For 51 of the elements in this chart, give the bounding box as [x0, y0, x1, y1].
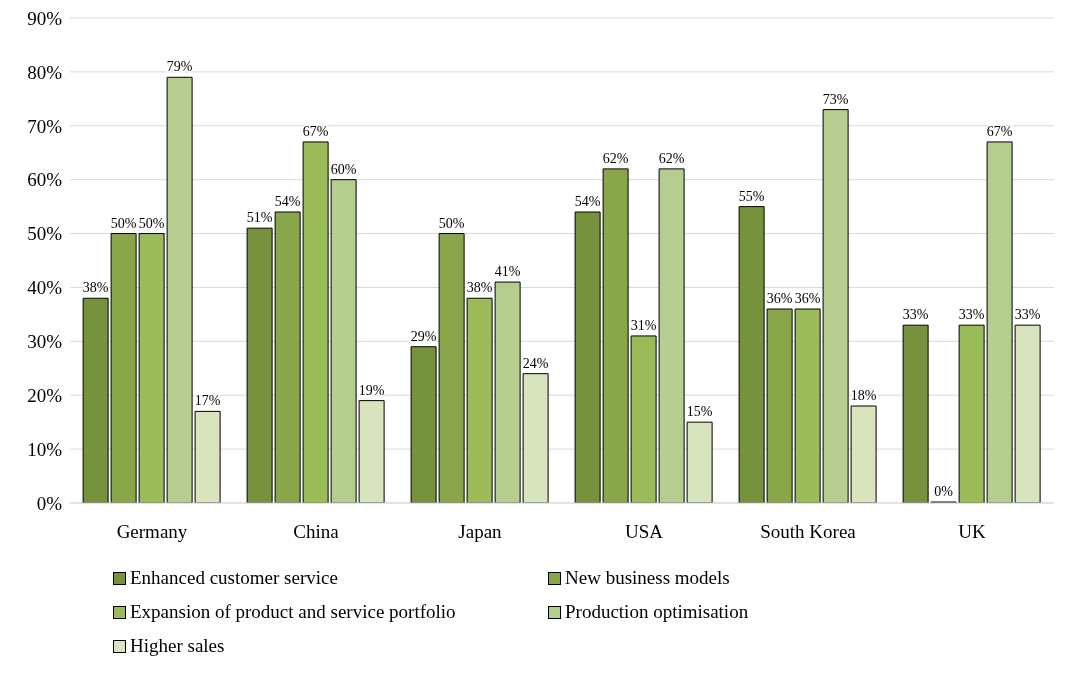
- y-tick-label: 10%: [27, 438, 63, 460]
- data-label: 50%: [138, 215, 165, 231]
- data-label: 50%: [110, 215, 137, 231]
- y-tick-label: 50%: [27, 223, 63, 245]
- data-label: 62%: [602, 150, 629, 166]
- data-label: 29%: [410, 328, 437, 344]
- data-label: 54%: [274, 194, 301, 209]
- data-label: 33%: [958, 307, 985, 323]
- data-label: 62%: [658, 150, 685, 166]
- x-tick-label: China: [293, 521, 340, 543]
- data-label: 38%: [82, 280, 109, 296]
- data-label: 33%: [902, 307, 929, 323]
- legend-label: Enhanced customer service: [130, 567, 338, 589]
- x-tick-label: UK: [958, 521, 986, 543]
- data-label: 50%: [438, 215, 465, 231]
- y-tick-label: 80%: [27, 61, 63, 83]
- y-tick-label: 20%: [27, 384, 63, 406]
- data-label: 60%: [330, 161, 357, 177]
- data-label: 67%: [986, 123, 1013, 139]
- data-label: 54%: [574, 194, 601, 209]
- legend-label: Production optimisation: [565, 601, 749, 623]
- data-label: 67%: [302, 123, 329, 139]
- y-tick-label: 60%: [27, 169, 63, 191]
- legend-label: Expansion of product and service portfolio: [130, 601, 456, 623]
- data-label: 15%: [686, 404, 713, 420]
- legend-label: Higher sales: [130, 635, 225, 657]
- y-tick-label: 90%: [27, 7, 63, 29]
- data-label: 41%: [494, 264, 521, 280]
- data-label: 33%: [1014, 307, 1041, 323]
- legend-label: New business models: [565, 567, 730, 589]
- data-label: 36%: [766, 291, 793, 306]
- data-label: 24%: [522, 355, 549, 371]
- data-label: 0%: [934, 484, 954, 499]
- y-tick-label: 70%: [27, 115, 63, 137]
- data-label: 18%: [850, 388, 877, 403]
- x-tick-label: Germany: [116, 521, 188, 543]
- data-label: 36%: [794, 291, 821, 306]
- data-label: 55%: [738, 188, 765, 204]
- x-tick-label: Japan: [458, 521, 503, 543]
- data-label: 73%: [822, 91, 849, 107]
- data-label: 17%: [194, 393, 221, 409]
- data-label: 51%: [246, 210, 273, 226]
- data-label: 31%: [630, 317, 657, 333]
- y-tick-label: 40%: [27, 277, 63, 299]
- y-tick-label: 0%: [36, 492, 63, 514]
- data-label: 38%: [466, 280, 493, 296]
- x-tick-label: USA: [624, 521, 664, 543]
- x-tick-label: South Korea: [760, 521, 857, 543]
- data-label: 79%: [166, 59, 193, 75]
- data-label: 19%: [358, 382, 385, 398]
- y-tick-label: 30%: [27, 331, 63, 353]
